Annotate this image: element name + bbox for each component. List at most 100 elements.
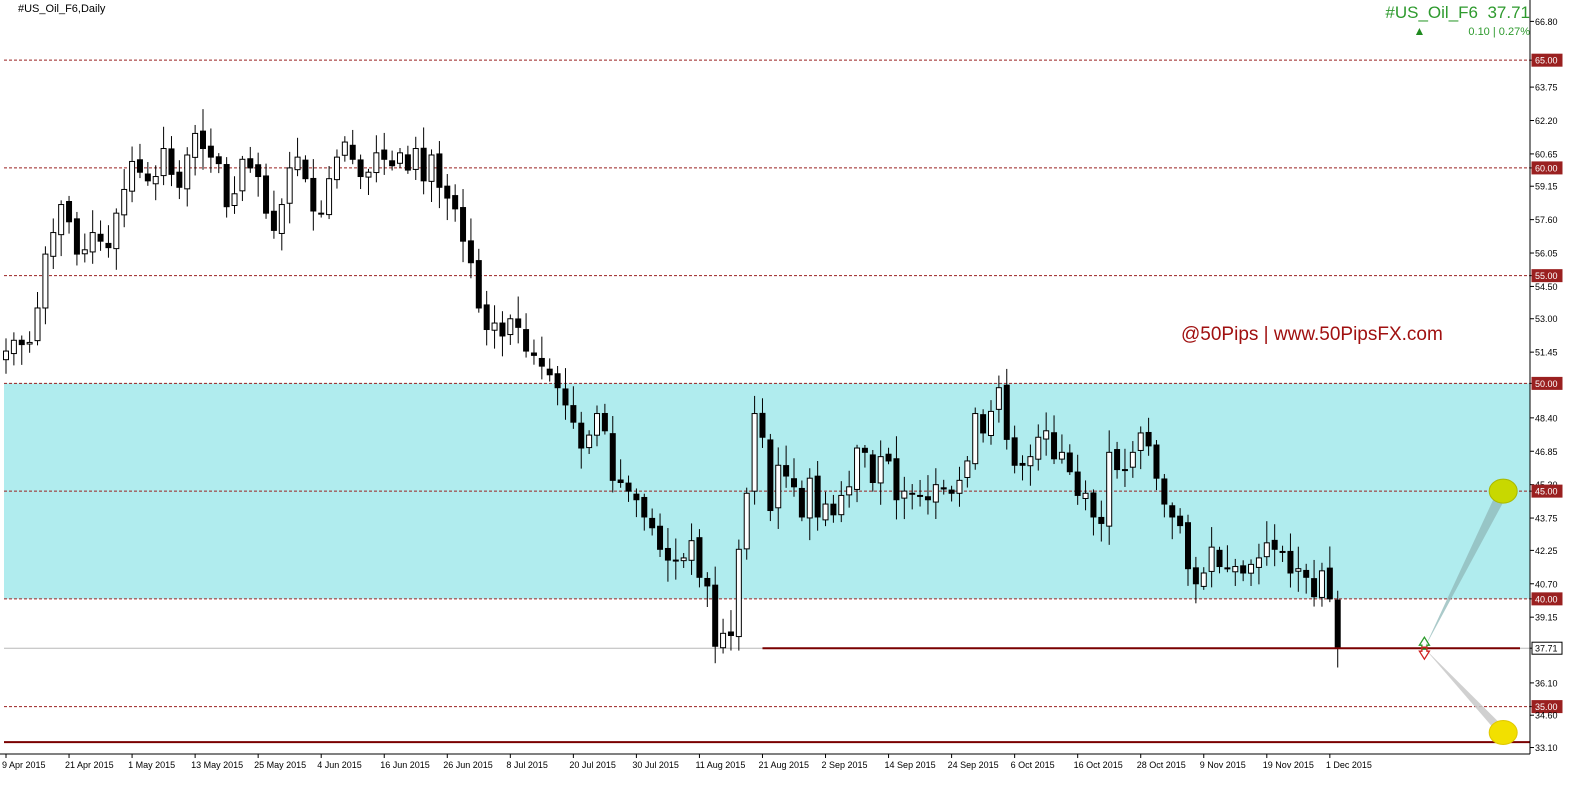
- candle-body: [1043, 430, 1050, 440]
- x-tick-label: 28 Oct 2015: [1137, 760, 1186, 770]
- candle-body: [1003, 384, 1010, 440]
- x-tick-label: 16 Jun 2015: [380, 760, 430, 770]
- symbol-info: #US_Oil_F6 37.71 ▲ 0.10 | 0.27%: [1385, 3, 1530, 38]
- x-tick-label: 14 Sep 2015: [885, 760, 936, 770]
- candle-body: [1263, 542, 1270, 558]
- watermark-text: @50Pips | www.50PipsFX.com: [1181, 324, 1443, 345]
- candle-body: [10, 339, 17, 355]
- candle-body: [1255, 557, 1262, 568]
- candle-body: [1145, 431, 1152, 447]
- y-tick-label: 62.20: [1535, 116, 1558, 126]
- candle-body: [1098, 516, 1105, 524]
- change-line: ▲ 0.10 | 0.27%: [1413, 24, 1530, 38]
- candle-body: [1311, 578, 1318, 598]
- candle-body: [404, 154, 411, 171]
- x-tick-label: 1 May 2015: [128, 760, 175, 770]
- level-price-tag: [1531, 53, 1563, 67]
- y-tick-label: 54.50: [1535, 282, 1558, 292]
- candle-body: [1114, 449, 1121, 471]
- candle-body: [1090, 492, 1097, 518]
- candle-body: [73, 218, 80, 255]
- candle-body: [3, 350, 9, 361]
- candle-body: [854, 447, 861, 490]
- x-tick-label: 9 Apr 2015: [2, 760, 46, 770]
- candle-body: [286, 167, 293, 204]
- candle-body: [893, 458, 900, 501]
- level-price-tag: [1531, 484, 1563, 498]
- candle-body: [578, 422, 585, 449]
- y-tick-label: 43.75: [1535, 514, 1558, 524]
- candle-body: [420, 147, 427, 182]
- candle-body: [381, 149, 388, 160]
- x-tick-label: 21 Apr 2015: [65, 760, 114, 770]
- candle-body: [192, 132, 199, 158]
- candle-body: [1058, 451, 1065, 460]
- candle-body: [838, 494, 845, 516]
- candle-body: [333, 156, 340, 181]
- candle-body: [1153, 444, 1160, 479]
- candle-body: [1121, 469, 1128, 472]
- candle-body: [239, 158, 246, 192]
- candle-body: [924, 496, 931, 501]
- candle-body: [467, 240, 474, 264]
- candle-body: [499, 322, 506, 337]
- candle-body: [554, 373, 561, 389]
- candle-body: [1074, 471, 1081, 496]
- candle-body: [633, 493, 640, 501]
- candle-body: [278, 204, 285, 234]
- y-tick-label: 34.60: [1535, 711, 1558, 721]
- y-tick-label: 56.05: [1535, 249, 1558, 259]
- y-tick-label: 53.00: [1535, 314, 1558, 324]
- candle-body: [318, 212, 325, 215]
- target-marker-lower: [1488, 719, 1518, 745]
- x-tick-label: 2 Sep 2015: [822, 760, 868, 770]
- x-tick-label: 1 Dec 2015: [1326, 760, 1372, 770]
- candle-body: [775, 464, 782, 509]
- candle-body: [475, 260, 482, 309]
- candle-body: [1216, 549, 1223, 568]
- candle-body: [58, 204, 65, 236]
- candle-body: [428, 154, 435, 182]
- x-tick-label: 26 Jun 2015: [443, 760, 493, 770]
- level-price-tag: [1531, 376, 1563, 390]
- candle-body: [1326, 567, 1333, 600]
- y-tick-label: 60.65: [1535, 149, 1558, 159]
- y-tick-label: 65.00: [1535, 56, 1558, 66]
- x-tick-label: 6 Oct 2015: [1011, 760, 1055, 770]
- level-price-tag: [1531, 592, 1563, 606]
- candle-body: [247, 158, 254, 169]
- candle-body: [988, 410, 994, 437]
- candle-body: [310, 177, 317, 212]
- candle-body: [89, 232, 96, 253]
- candle-body: [901, 490, 908, 499]
- candle-body: [42, 253, 49, 309]
- level-price-tag: [1531, 700, 1563, 714]
- candle-body: [1019, 462, 1026, 466]
- projection-up-wedge: [1424, 491, 1510, 649]
- y-tick-label: 63.75: [1535, 83, 1558, 93]
- candle-body: [26, 341, 33, 345]
- chart-title: #US_Oil_F6,Daily: [18, 3, 106, 15]
- candle-body: [1169, 505, 1176, 518]
- candle-body: [846, 486, 853, 496]
- candle-body: [980, 414, 987, 434]
- y-tick-label: 40.00: [1535, 594, 1558, 604]
- y-tick-label: 66.80: [1535, 17, 1558, 27]
- candle-body: [144, 173, 151, 182]
- candle-body: [357, 159, 364, 178]
- candle-body: [444, 185, 451, 199]
- candle-body: [121, 188, 128, 216]
- candle-body: [712, 584, 719, 647]
- candle-body: [184, 154, 191, 190]
- candle-body: [1248, 563, 1255, 574]
- candle-body: [530, 352, 537, 356]
- x-tick-label: 9 Nov 2015: [1200, 760, 1246, 770]
- candle-body: [1240, 565, 1247, 574]
- candle-body: [720, 632, 727, 649]
- candle-body: [704, 577, 711, 587]
- level-price-tag: [1531, 161, 1563, 175]
- candle-body: [562, 388, 569, 406]
- candle-body: [1318, 570, 1325, 598]
